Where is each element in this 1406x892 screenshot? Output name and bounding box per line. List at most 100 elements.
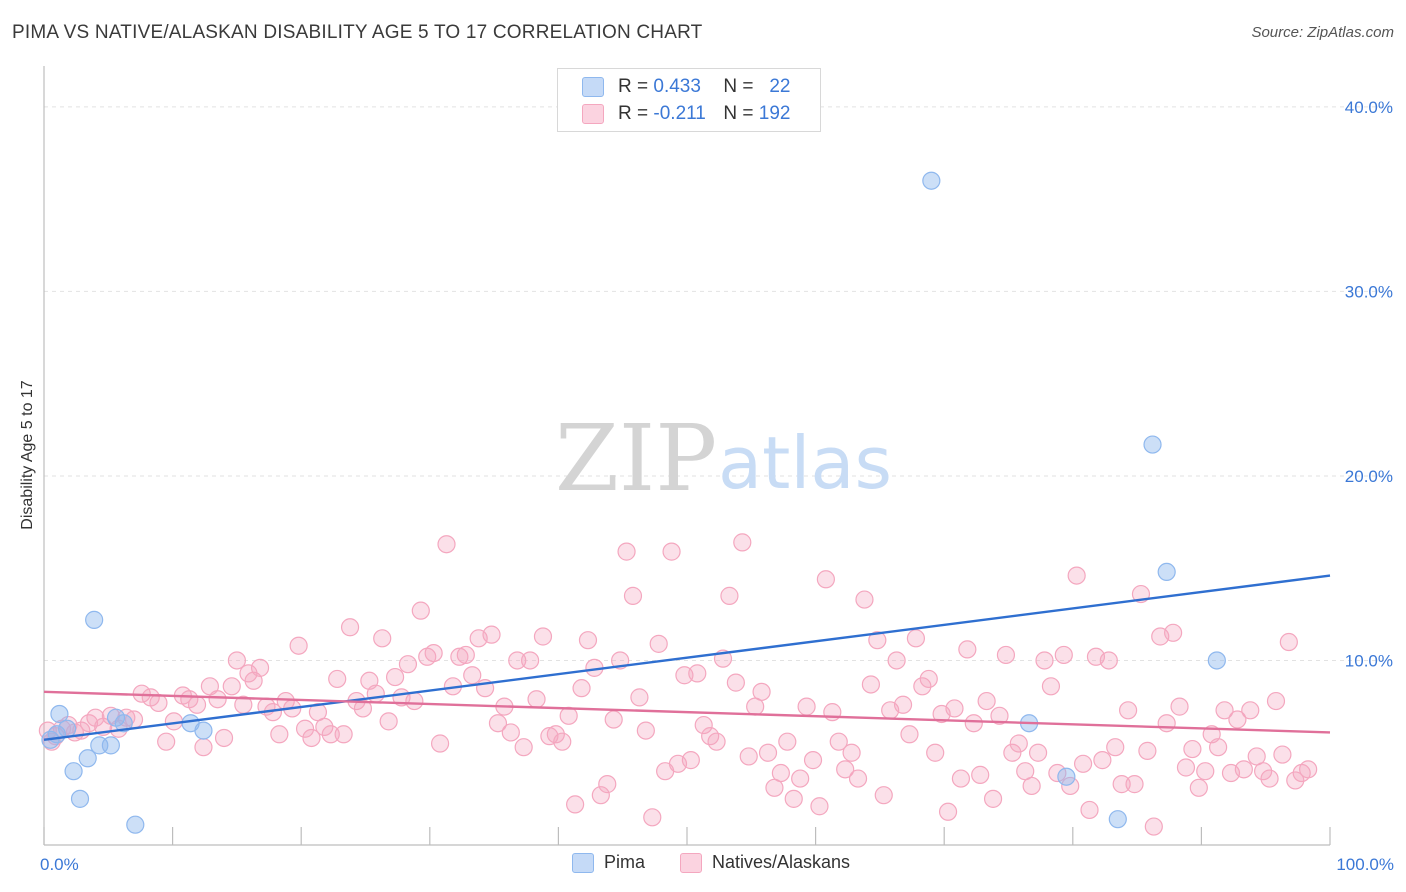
natives-point — [662, 542, 681, 561]
natives-point — [958, 640, 977, 659]
watermark-zip: ZIP — [555, 405, 717, 512]
natives-point — [527, 690, 546, 709]
natives-point — [450, 647, 469, 666]
natives-point — [270, 725, 289, 744]
bottom-legend-natives: Natives/Alaskans — [680, 852, 850, 873]
natives-point — [1209, 738, 1228, 757]
natives-point — [559, 706, 578, 725]
natives-point — [424, 643, 443, 663]
natives-point — [546, 725, 565, 744]
tick-labels: 10.0% 20.0% 30.0% 40.0% 0.0% 100.0% — [40, 98, 1394, 874]
natives-trend-line — [43, 690, 1331, 734]
legend-r-label: R = — [618, 76, 649, 97]
pima-point — [101, 736, 120, 755]
natives-point — [874, 786, 893, 805]
natives-point — [214, 728, 234, 748]
natives-point — [514, 738, 533, 757]
natives-point — [385, 667, 405, 687]
natives-point — [572, 679, 591, 698]
pima-point — [126, 815, 145, 834]
natives-point — [1093, 751, 1112, 770]
natives-point — [366, 684, 385, 703]
source-label: Source: ZipAtlas.com — [1251, 24, 1394, 41]
natives-point — [1106, 738, 1125, 757]
pima-point — [1143, 435, 1162, 454]
natives-point — [456, 645, 475, 665]
natives-point — [1009, 734, 1028, 753]
natives-point — [508, 651, 527, 670]
natives-point — [919, 669, 938, 689]
pima-point — [50, 704, 69, 724]
natives-point — [1028, 743, 1048, 762]
natives-point — [945, 699, 964, 718]
natives-point — [1260, 769, 1279, 788]
natives-point — [964, 714, 983, 733]
natives-point — [1176, 758, 1196, 777]
natives-point — [405, 691, 424, 711]
natives-point — [295, 719, 315, 738]
legend-n-label: N = — [723, 76, 754, 97]
natives-point — [149, 693, 168, 713]
natives-point — [810, 797, 829, 816]
pima-point — [194, 721, 213, 740]
natives-point — [598, 775, 617, 794]
natives-point — [488, 714, 508, 733]
natives-point — [1241, 701, 1260, 720]
natives-point — [302, 728, 321, 748]
natives-point — [222, 677, 241, 696]
trend-lines — [43, 574, 1331, 742]
natives-point — [1299, 760, 1318, 779]
bottom-legend-swatch-natives — [680, 852, 702, 873]
natives-point — [334, 725, 353, 744]
natives-point — [752, 682, 771, 701]
natives-point — [1279, 632, 1298, 652]
natives-point — [951, 769, 971, 788]
pima-point — [64, 762, 83, 781]
natives-point — [778, 732, 797, 751]
natives-point — [157, 732, 176, 751]
natives-point — [861, 675, 880, 694]
pima-point — [47, 725, 66, 744]
y-tick-label: 20.0% — [1345, 467, 1393, 486]
grid-lines — [44, 106, 1395, 661]
natives-point — [187, 695, 207, 714]
watermark: ZIP atlas — [555, 405, 892, 512]
bottom-legend-label-pima: Pima — [604, 852, 646, 872]
natives-point — [1035, 651, 1054, 670]
natives-point — [900, 725, 919, 744]
natives-point — [707, 732, 726, 751]
pima-point — [1057, 767, 1076, 786]
natives-point — [1170, 697, 1189, 716]
natives-point — [733, 533, 752, 552]
natives-point — [591, 786, 610, 805]
natives-point — [1125, 775, 1144, 794]
legend-swatch-pima — [582, 77, 604, 97]
natives-point — [636, 721, 655, 740]
natives-point — [771, 763, 790, 783]
pima-point — [1157, 562, 1176, 582]
natives-point — [1273, 745, 1292, 764]
natives-point — [1022, 776, 1041, 796]
natives-point — [720, 586, 739, 605]
natives-point — [649, 634, 668, 653]
natives-point — [842, 743, 861, 762]
natives-point — [926, 743, 945, 762]
pima-point — [70, 789, 90, 808]
legend-n-label: N = — [723, 103, 754, 124]
natives-point — [758, 743, 778, 762]
natives-point — [604, 710, 623, 729]
natives-point — [86, 708, 105, 727]
natives-point — [971, 765, 990, 784]
natives-point — [411, 601, 430, 620]
natives-point — [533, 627, 553, 646]
natives-point — [373, 629, 392, 648]
pima-point — [114, 714, 133, 733]
natives-point — [1118, 701, 1138, 720]
natives-point — [340, 618, 360, 637]
natives-point — [1061, 776, 1080, 796]
natives-point — [1048, 763, 1067, 783]
natives-point — [791, 769, 810, 788]
pima-point — [1108, 810, 1127, 829]
pima-point — [922, 171, 941, 190]
